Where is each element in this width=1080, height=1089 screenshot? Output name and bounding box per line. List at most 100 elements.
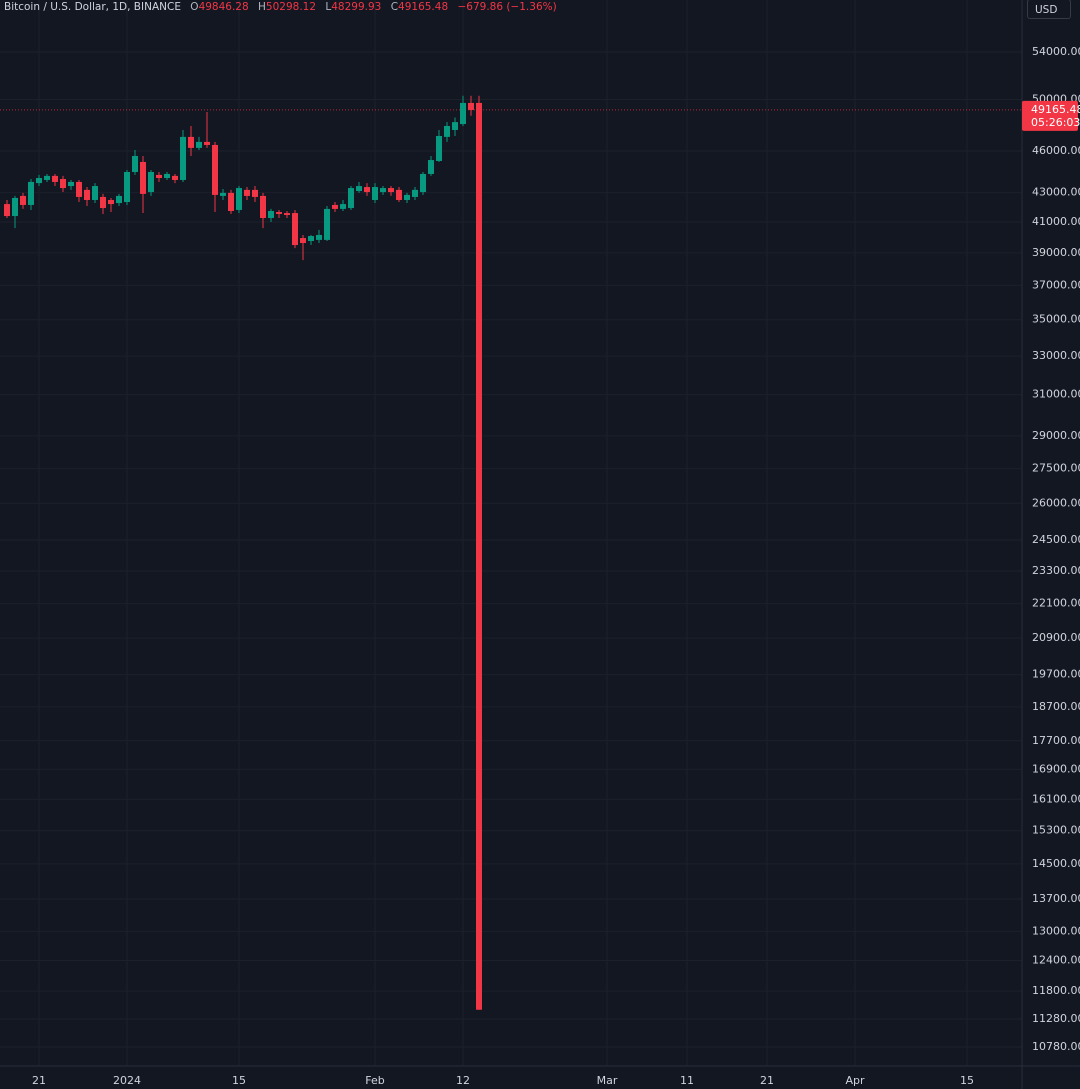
candle-body — [356, 186, 362, 192]
candle-body — [36, 178, 42, 184]
y-tick-label: 20900.00 — [1032, 631, 1080, 644]
candle-body — [76, 181, 82, 197]
y-tick-label: 16100.00 — [1032, 792, 1080, 805]
y-tick-label: 46000.00 — [1032, 144, 1080, 157]
candle-body — [28, 181, 34, 205]
x-tick-label: 21 — [760, 1074, 774, 1087]
candle-body — [380, 188, 386, 193]
candle-body — [244, 189, 250, 196]
candle-body — [140, 161, 146, 194]
candle-body — [404, 194, 410, 200]
candle-body — [348, 188, 354, 209]
candle-body — [132, 155, 138, 173]
candle-body — [364, 187, 370, 193]
x-tick-label: Apr — [845, 1074, 865, 1087]
candle-body — [4, 204, 10, 217]
candle-body — [92, 186, 98, 200]
y-tick-label: 13000.00 — [1032, 924, 1080, 937]
y-tick-label: 27500.00 — [1032, 462, 1080, 475]
candle-body — [444, 125, 450, 137]
candle-body — [236, 188, 242, 210]
candle-body — [412, 189, 418, 197]
candle-body — [468, 102, 474, 110]
ohlc-value: 50298.12 — [265, 1, 317, 13]
candle-body — [396, 189, 402, 200]
candle-body — [20, 195, 26, 205]
candle-body — [116, 195, 122, 204]
ohlc-value: 49165.48 — [398, 1, 449, 13]
y-tick-label: 11280.00 — [1032, 1012, 1080, 1025]
y-tick-label: 39000.00 — [1032, 246, 1080, 259]
x-tick-label: Feb — [365, 1074, 384, 1087]
x-tick-label: 15 — [232, 1074, 246, 1087]
candle-body — [332, 204, 338, 209]
candle-body — [324, 208, 330, 240]
candle-body — [84, 189, 90, 200]
candle-body — [180, 136, 186, 180]
ohlc-key: O — [190, 1, 199, 13]
candle-body — [60, 178, 66, 189]
candle-body — [452, 122, 458, 130]
last-price-label: 49165.48 — [1031, 103, 1080, 116]
y-tick-label: 43000.00 — [1032, 186, 1080, 199]
candle-body — [308, 236, 314, 241]
ohlc-key: H — [258, 1, 266, 13]
currency-button[interactable]: USD — [1027, 0, 1071, 19]
candle-body — [228, 192, 234, 211]
y-tick-label: 31000.00 — [1032, 388, 1080, 401]
y-tick-label: 13700.00 — [1032, 892, 1080, 905]
candle-body — [188, 136, 194, 148]
countdown-label: 05:26:03 — [1031, 116, 1080, 129]
x-tick-label: 21 — [32, 1074, 46, 1087]
last-price-badge — [1022, 100, 1078, 131]
y-tick-label: 18700.00 — [1032, 700, 1080, 713]
candle-body — [340, 204, 346, 209]
ohlc-value: 49846.28 — [198, 1, 249, 13]
candle-body — [44, 175, 50, 180]
y-tick-label: 23300.00 — [1032, 564, 1080, 577]
candle-body — [292, 213, 298, 246]
candle-body — [300, 238, 306, 244]
y-tick-label: 17700.00 — [1032, 734, 1080, 747]
candle-body — [172, 175, 178, 180]
candle-body — [148, 172, 154, 193]
symbol: Bitcoin / U.S. Dollar, 1D, BINANCE — [4, 1, 181, 13]
candle-body — [276, 212, 282, 214]
candle-body — [260, 195, 266, 218]
y-tick-label: 41000.00 — [1032, 215, 1080, 228]
y-tick-label: 29000.00 — [1032, 429, 1080, 442]
candle-body — [12, 197, 18, 217]
candle-body — [124, 172, 130, 203]
candle-body — [268, 210, 274, 218]
candle-body — [220, 192, 226, 196]
candle-body — [196, 141, 202, 148]
candle-body — [252, 189, 258, 197]
candle-body — [372, 187, 378, 200]
y-tick-label: 19700.00 — [1032, 668, 1080, 681]
x-tick-label: 11 — [680, 1074, 694, 1087]
y-tick-label: 11800.00 — [1032, 984, 1080, 997]
x-tick-label: 12 — [456, 1074, 470, 1087]
y-tick-label: 22100.00 — [1032, 597, 1080, 610]
y-tick-label: 15300.00 — [1032, 824, 1080, 837]
legend-header: Bitcoin / U.S. Dollar, 1D, BINANCE O4984… — [4, 1, 557, 13]
candle-body — [436, 135, 442, 161]
candle-body — [316, 234, 322, 240]
candle-body — [284, 213, 290, 215]
candle-body — [52, 175, 58, 182]
candle-body — [164, 173, 170, 179]
y-tick-label: 12400.00 — [1032, 954, 1080, 967]
candle-body — [156, 174, 162, 179]
candle-body — [476, 102, 482, 1010]
y-tick-label: 14500.00 — [1032, 857, 1080, 870]
change: −679.86 (−1.36%) — [457, 1, 557, 13]
candle-body — [204, 141, 210, 145]
y-tick-label: 37000.00 — [1032, 278, 1080, 291]
ohlc-key: C — [390, 1, 399, 13]
candle-body — [108, 199, 114, 205]
ohlc-key: L — [325, 1, 332, 13]
candle-body — [388, 188, 394, 193]
candle-body — [68, 181, 74, 187]
